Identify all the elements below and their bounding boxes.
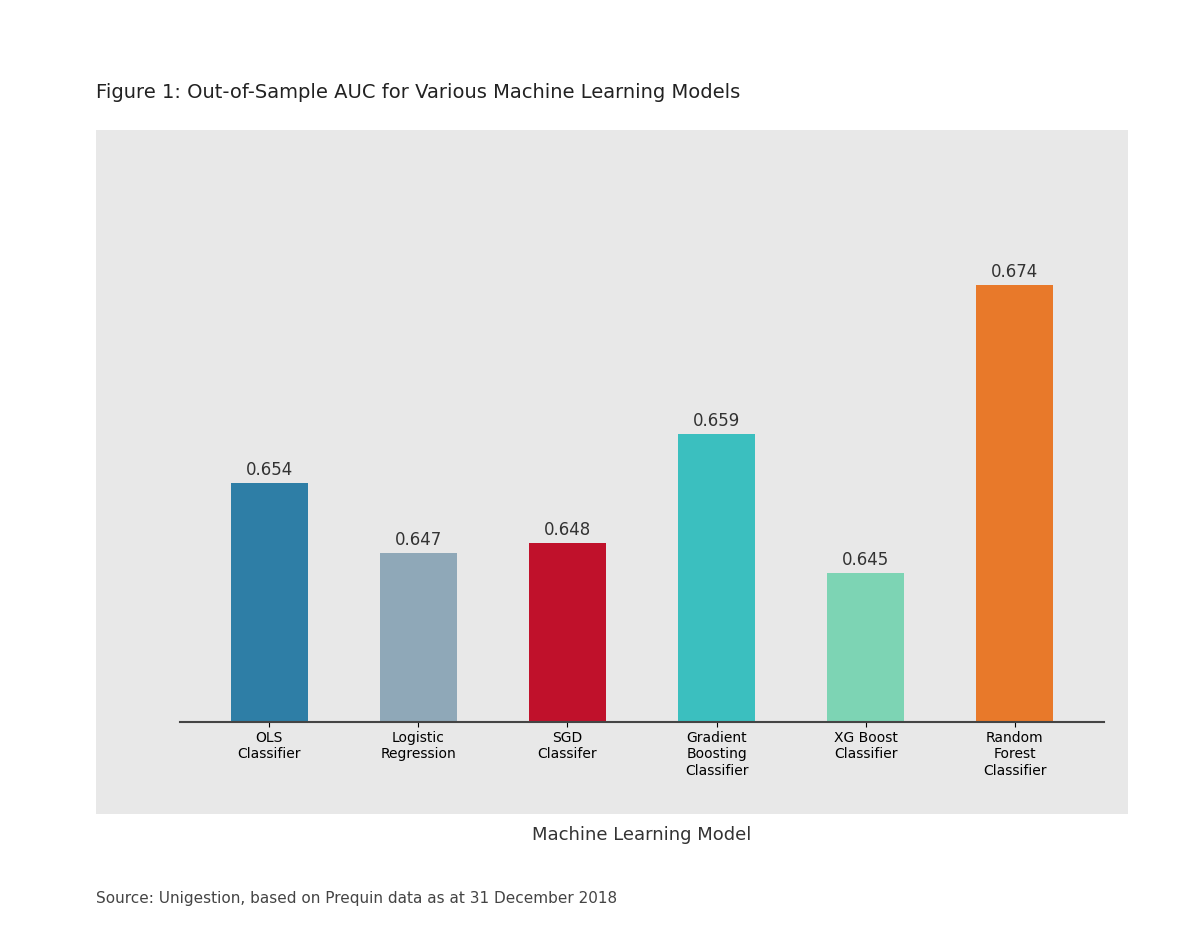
Text: 0.645: 0.645 — [842, 550, 889, 569]
Text: 0.654: 0.654 — [246, 462, 293, 479]
Text: Source: Unigestion, based on Prequin data as at 31 December 2018: Source: Unigestion, based on Prequin dat… — [96, 892, 617, 906]
Text: 0.648: 0.648 — [544, 521, 592, 539]
Bar — [230, 484, 308, 722]
Bar — [529, 543, 606, 722]
Bar — [678, 434, 755, 722]
X-axis label: Machine Learning Model: Machine Learning Model — [533, 826, 751, 845]
Bar — [976, 285, 1054, 722]
Bar — [379, 553, 457, 722]
Bar — [827, 573, 905, 722]
Text: 0.674: 0.674 — [991, 263, 1038, 281]
Text: 0.647: 0.647 — [395, 531, 442, 549]
Text: Figure 1: Out-of-Sample AUC for Various Machine Learning Models: Figure 1: Out-of-Sample AUC for Various … — [96, 82, 740, 102]
Text: 0.659: 0.659 — [692, 412, 740, 430]
